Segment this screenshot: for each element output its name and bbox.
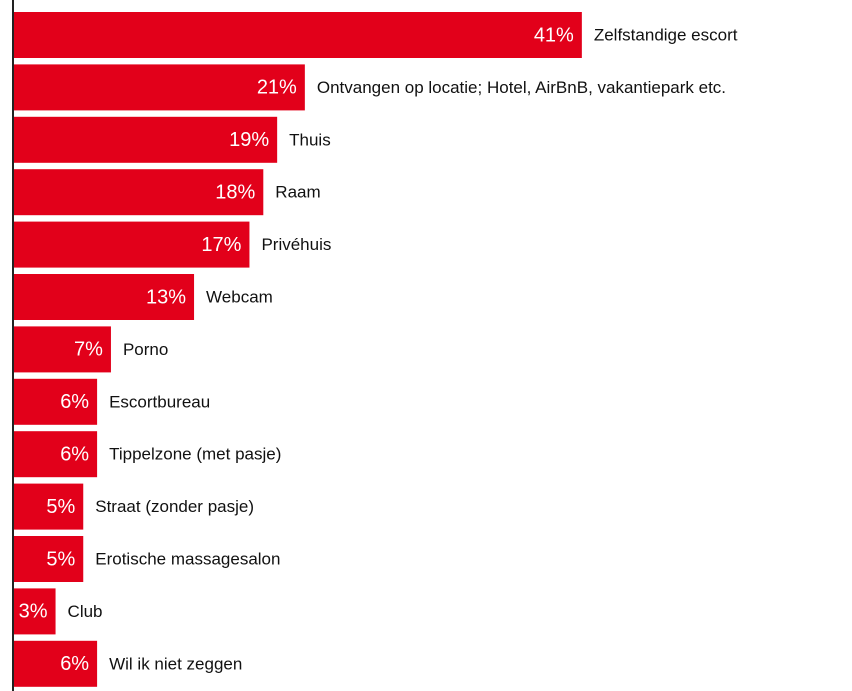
category-label: Privéhuis xyxy=(261,235,331,254)
category-label: Escortbureau xyxy=(109,392,210,411)
value-label: 7% xyxy=(74,339,103,361)
category-label: Raam xyxy=(275,183,320,202)
bar xyxy=(14,431,98,478)
bar xyxy=(14,326,111,373)
bar xyxy=(14,169,264,216)
category-label: Club xyxy=(68,602,103,621)
category-label: Webcam xyxy=(206,287,273,306)
value-label: 41% xyxy=(534,24,574,46)
value-label: 19% xyxy=(229,129,269,151)
bar xyxy=(14,274,195,320)
value-label: 17% xyxy=(201,234,241,256)
bar xyxy=(14,64,305,111)
bar xyxy=(14,483,84,530)
value-label: 6% xyxy=(60,653,89,675)
value-label: 18% xyxy=(215,181,255,203)
value-label: 5% xyxy=(46,548,75,570)
bar xyxy=(14,116,278,163)
category-label: Erotische massagesalon xyxy=(95,549,280,568)
value-label: 3% xyxy=(19,601,48,623)
category-label: Tippelzone (met pasje) xyxy=(109,445,281,464)
bar xyxy=(14,12,582,58)
bar xyxy=(14,221,250,268)
category-label: Ontvangen op locatie; Hotel, AirBnB, vak… xyxy=(317,78,726,97)
category-label: Thuis xyxy=(289,130,331,149)
category-label: Zelfstandige escort xyxy=(594,25,738,44)
value-label: 6% xyxy=(60,443,89,465)
category-label: Straat (zonder pasje) xyxy=(95,497,254,516)
bar xyxy=(14,378,98,425)
bar xyxy=(14,588,56,635)
category-label: Porno xyxy=(123,340,168,359)
value-label: 6% xyxy=(60,391,89,413)
bar xyxy=(14,640,98,687)
category-label: Wil ik niet zeggen xyxy=(109,654,242,673)
bar xyxy=(14,536,84,582)
value-label: 5% xyxy=(46,496,75,518)
value-label: 21% xyxy=(257,77,297,99)
value-label: 13% xyxy=(146,286,186,308)
